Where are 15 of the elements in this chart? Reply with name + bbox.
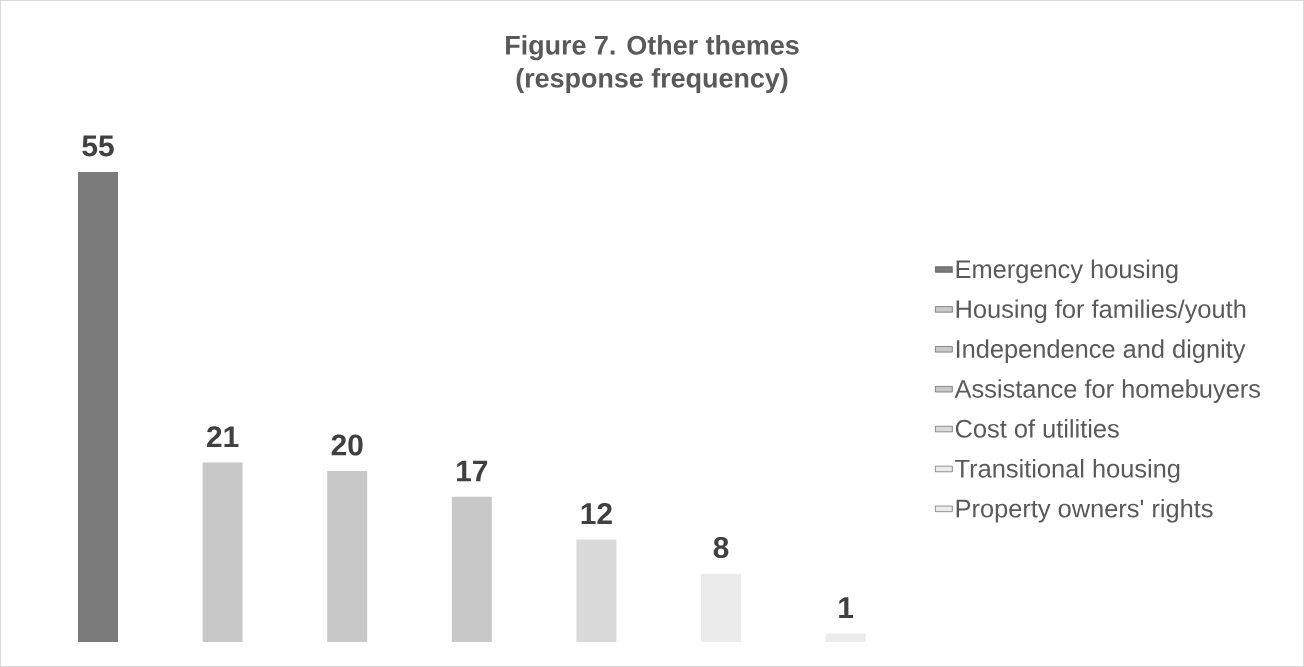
legend-label: Cost of utilities xyxy=(955,419,1119,438)
data-label: 20 xyxy=(331,434,363,456)
legend-label: Property owners' rights xyxy=(956,498,1213,523)
legend-label: Emergency housing xyxy=(956,259,1178,284)
data-label: 55 xyxy=(82,135,114,157)
data-label: 12 xyxy=(581,503,612,524)
legend-label: Transitional housing xyxy=(955,459,1180,483)
legend-label: Independence and dignity xyxy=(956,339,1246,364)
data-label: 1 xyxy=(839,597,854,618)
data-label: 8 xyxy=(713,536,729,559)
data-label: 17 xyxy=(457,460,488,482)
data-label: 21 xyxy=(207,426,239,448)
legend-label: Housing for families/youth xyxy=(956,299,1246,324)
legend-label: Assistance for homebuyers xyxy=(954,379,1261,403)
chart-title: Figure 7. Other themes (response frequency) xyxy=(506,35,799,93)
